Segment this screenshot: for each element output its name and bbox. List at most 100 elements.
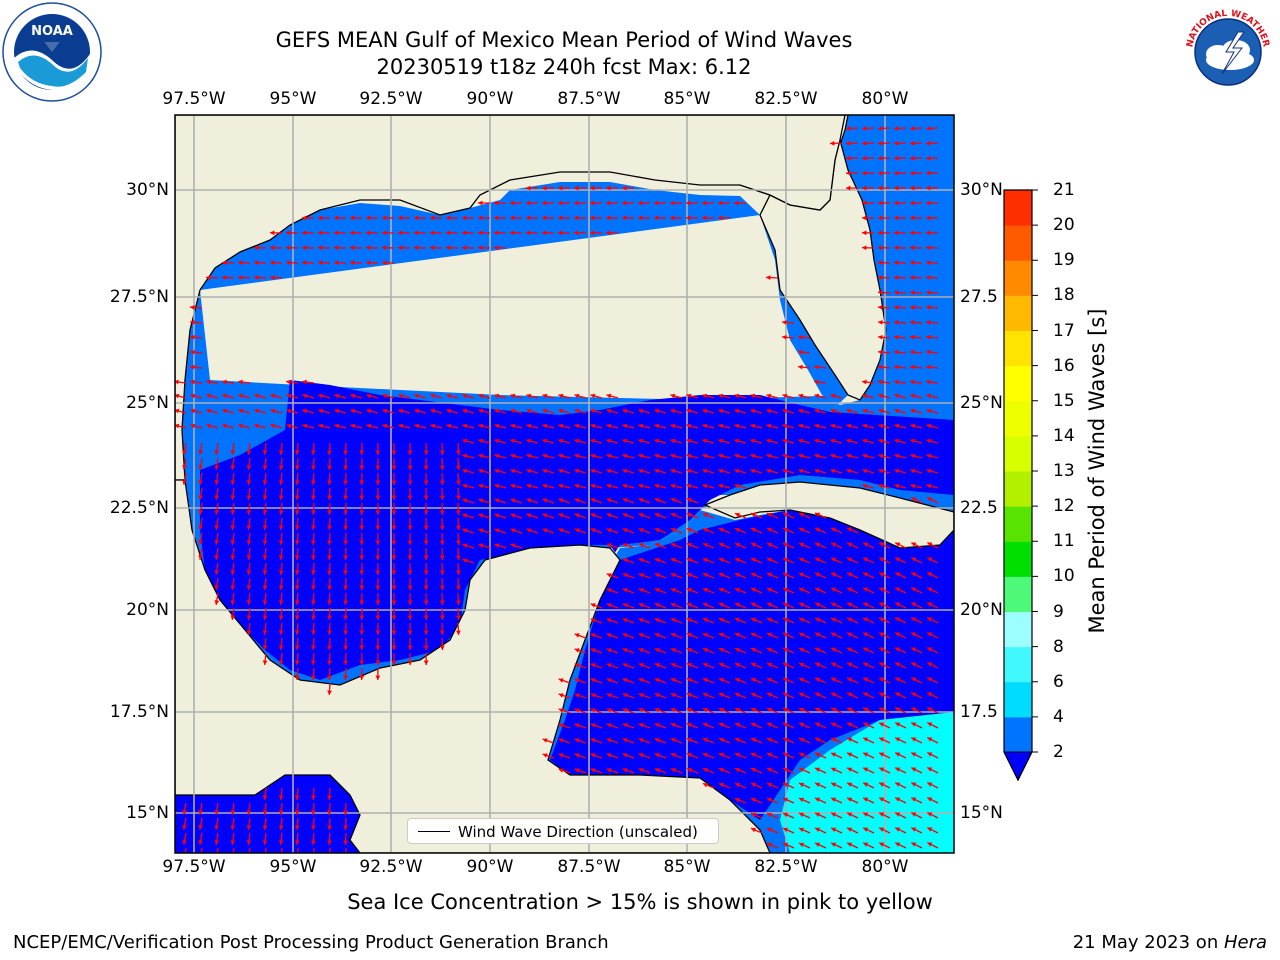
wave-arrowhead	[359, 450, 365, 455]
wave-arrowhead	[423, 510, 429, 515]
wave-arrowhead	[750, 408, 756, 414]
wave-arrowhead	[911, 797, 917, 802]
wave-arrowhead	[327, 675, 332, 680]
wave-arrowhead	[375, 660, 381, 665]
wave-arrowhead	[606, 438, 612, 444]
wave-arrowhead	[494, 423, 500, 429]
wave-arrowhead	[311, 600, 316, 605]
wave-arrowhead	[375, 585, 381, 590]
wave-arrowhead	[590, 708, 596, 713]
wave-arrowhead	[846, 155, 851, 161]
wave-arrowhead	[799, 527, 805, 533]
wave-arrowhead	[270, 230, 275, 236]
wave-arrowhead	[398, 423, 404, 429]
wave-arrowhead	[847, 692, 853, 697]
wave-arrowhead	[878, 215, 883, 221]
wave-arrowhead	[462, 408, 468, 414]
wave-arrowhead	[799, 542, 805, 548]
wave-arrowhead	[407, 510, 413, 515]
wave-arrowhead	[815, 542, 821, 548]
wave-arrowhead	[750, 468, 756, 474]
wave-arrowhead	[783, 737, 789, 743]
wave-arrowhead	[814, 423, 820, 429]
wave-arrowhead	[446, 393, 452, 399]
wave-arrowhead	[846, 453, 852, 459]
wave-arrowhead	[767, 632, 772, 638]
wave-arrowhead	[190, 305, 195, 310]
wave-arrowhead	[911, 587, 917, 592]
wave-arrowhead	[278, 630, 284, 635]
wave-arrowhead	[542, 393, 548, 399]
wave-arrowhead	[767, 572, 772, 578]
wave-arrowhead	[334, 230, 339, 236]
wave-arrowhead	[654, 677, 660, 683]
wave-arrowhead	[911, 827, 917, 832]
wave-arrowhead	[606, 543, 612, 548]
wave-arrowhead	[879, 797, 885, 802]
wave-arrowhead	[862, 468, 868, 474]
wave-arrowhead	[574, 483, 580, 489]
wave-arrowhead	[198, 495, 204, 500]
wave-arrowhead	[638, 633, 644, 638]
wave-arrowhead	[510, 215, 515, 221]
wave-arrowhead	[270, 423, 276, 429]
wave-arrowhead	[910, 305, 915, 310]
wave-arrowhead	[782, 453, 788, 459]
lon-tick-top: 90°W	[466, 89, 514, 109]
wave-arrowhead	[391, 465, 397, 470]
wave-arrowhead	[214, 450, 220, 455]
wave-arrowhead	[894, 334, 899, 340]
wave-arrowhead	[670, 423, 676, 429]
wave-arrowhead	[686, 512, 692, 518]
wave-arrowhead	[278, 495, 284, 500]
wave-arrowhead	[622, 498, 628, 503]
wave-arrowhead	[382, 230, 387, 236]
wave-arrowhead	[286, 379, 291, 385]
wave-arrowhead	[895, 767, 901, 772]
wave-arrowhead	[446, 230, 451, 236]
wave-arrowhead	[430, 230, 435, 236]
wave-arrowhead	[343, 825, 349, 830]
wave-arrowhead	[606, 588, 612, 593]
wave-arrowhead	[815, 767, 821, 773]
wave-arrowhead	[558, 393, 564, 399]
wave-arrowhead	[462, 453, 468, 459]
wave-arrowhead	[654, 602, 660, 608]
wave-arrowhead	[734, 737, 740, 743]
wave-arrowhead	[910, 334, 915, 340]
wave-arrowhead	[862, 423, 868, 429]
wave-arrowhead	[895, 677, 901, 682]
wave-arrowhead	[542, 185, 547, 191]
wave-arrowhead	[198, 840, 204, 845]
wave-arrowhead	[799, 647, 805, 653]
wave-arrowhead	[622, 648, 628, 653]
wave-arrowhead	[574, 648, 580, 653]
wave-arrowhead	[750, 677, 756, 683]
wave-arrowhead	[702, 617, 708, 623]
wave-arrowhead	[574, 528, 580, 533]
wave-arrowhead	[334, 245, 339, 251]
wave-arrowhead	[574, 215, 579, 221]
wave-arrowhead	[847, 602, 853, 607]
wave-arrowhead	[799, 677, 805, 683]
wave-arrowhead	[878, 305, 883, 310]
wave-arrowhead	[670, 572, 676, 578]
wave-arrowhead	[294, 660, 300, 665]
wave-arrowhead	[407, 630, 413, 635]
wave-arrowhead	[895, 572, 901, 577]
wave-arrowhead	[702, 662, 708, 668]
wave-arrowhead	[318, 260, 323, 266]
wave-arrowhead	[407, 660, 413, 665]
wave-arrowhead	[815, 617, 821, 623]
wave-arrowhead	[830, 423, 836, 429]
wave-arrowhead	[327, 840, 332, 845]
wave-arrowhead	[574, 708, 580, 713]
wave-arrowhead	[847, 842, 853, 847]
wave-arrowhead	[686, 737, 692, 743]
wave-arrowhead	[294, 585, 300, 590]
wave-arrowhead	[926, 468, 932, 474]
wave-arrowhead	[262, 660, 268, 665]
wave-arrowhead	[878, 393, 884, 399]
wave-arrowhead	[638, 543, 644, 548]
wave-arrowhead	[278, 795, 284, 800]
